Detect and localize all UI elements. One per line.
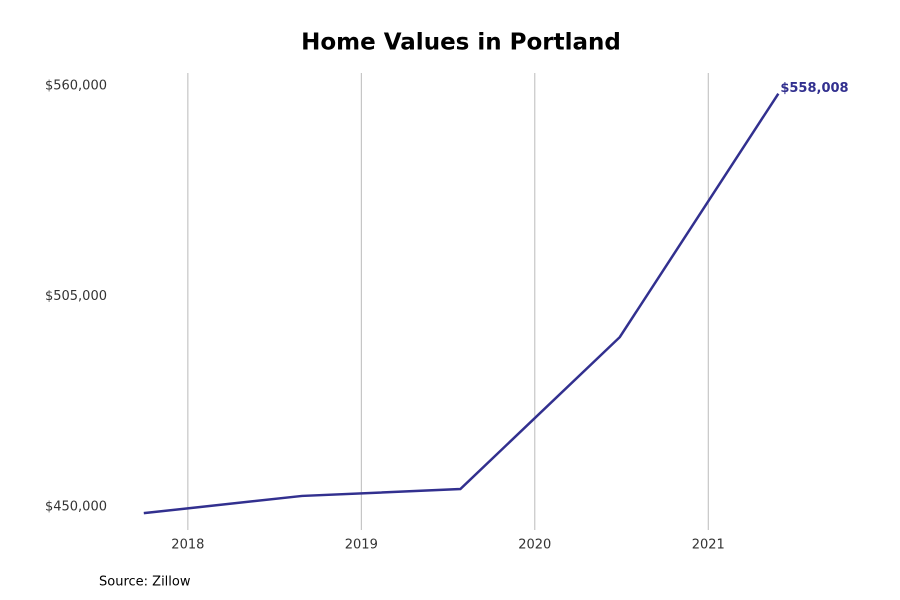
line-series: [143, 92, 780, 515]
chart-title: Home Values in Portland: [301, 30, 621, 56]
x-tick-label: 2019: [345, 538, 378, 553]
y-tick-label: $505,000: [45, 289, 107, 304]
x-tick-label: 2020: [518, 538, 551, 553]
y-tick-label: $450,000: [45, 500, 107, 515]
y-tick-label: $560,000: [45, 79, 107, 94]
data-label: $558,008: [780, 81, 848, 96]
source-note: Source: Zillow: [99, 575, 191, 590]
x-tick-label: 2018: [171, 538, 204, 553]
x-tick-label: 2021: [692, 538, 725, 553]
